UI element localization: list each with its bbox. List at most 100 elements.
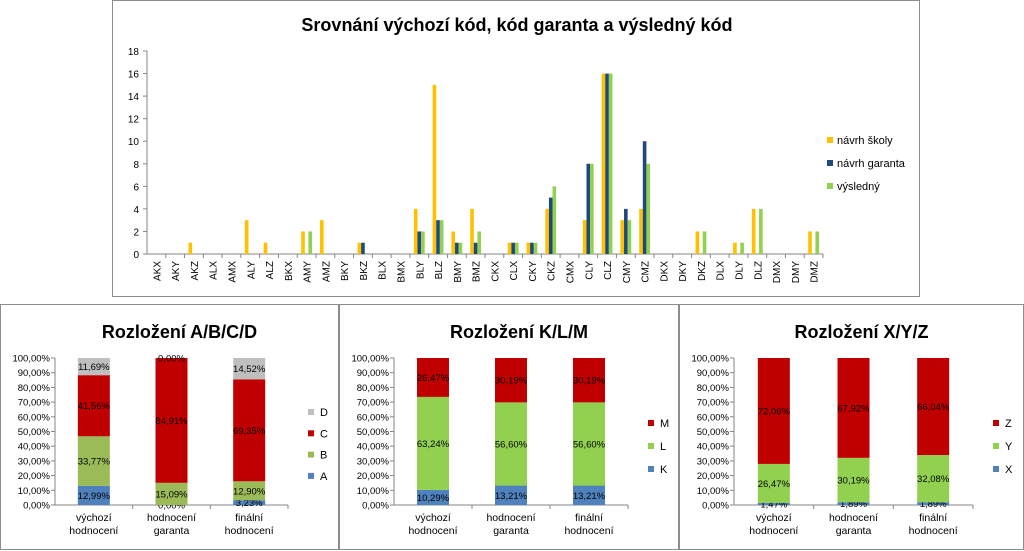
y-tick-label: 18 [128,47,140,58]
x-tick-label: CKY [528,261,539,282]
data-label: 56,60% [573,439,606,450]
bar-BLZ-1 [432,84,437,254]
data-label: 11,69% [78,362,110,373]
x-tick-label: hodnocení [225,525,274,537]
y-tick-label: 8 [133,160,139,171]
data-label: 13,21% [573,491,606,502]
y-tick-label: 12 [128,115,140,126]
bar-BLZ-2 [436,220,440,254]
data-label: 66,04% [917,402,950,413]
bar-segment-Z [917,357,950,456]
bar-segment-L [417,396,449,490]
y-tick-label: 100,00% [691,354,729,365]
bar-segment-X [917,502,950,505]
comparison-chart: Srovnání výchozí kód, kód garanta a výsl… [128,15,906,283]
legend-label: výsledný [837,181,880,193]
y-tick-label: 60,00% [357,412,390,423]
data-label: 33,77% [78,457,111,468]
legend-swatch [308,430,314,437]
x-tick-label: hodnocení [486,512,535,524]
bar-segment-B [233,481,266,501]
x-tick-label: hodnocení [749,525,798,537]
x-tick-label: výchozí [415,512,451,524]
bar-BLY-1 [413,208,418,254]
bar-AKZ-1 [188,242,193,254]
bar-segment-B [77,436,110,486]
data-label: 41,56% [78,401,111,412]
data-label: 13,21% [495,491,528,502]
y-tick-label: 20,00% [357,471,390,482]
bar-segment-D [233,358,266,380]
chart-comparison-panel: Srovnání výchozí kód, kód garanta a výsl… [112,0,920,297]
x-tick-label: BKY [340,261,351,281]
bar-AMY-1 [301,231,305,254]
x-tick-label: BMY [453,261,464,283]
bar-segment-D [77,357,110,376]
data-label: 63,24% [417,439,450,450]
x-tick-label: ALZ [265,261,276,279]
y-tick-label: 60,00% [697,412,730,423]
bar-segment-C [77,375,110,437]
legend-swatch [648,443,654,449]
data-label: 0,00% [158,501,185,512]
legend-label: M [660,418,669,430]
y-tick-label: 50,00% [357,427,390,438]
x-tick-label: DKZ [697,261,708,281]
bar-CLX-3 [514,242,519,254]
data-label: 10,29% [417,493,450,504]
y-tick-label: 70,00% [357,398,390,409]
legend-swatch [993,420,999,426]
x-tick-label: finální [235,512,263,524]
data-label: 67,92% [837,403,870,414]
x-tick-label: BKZ [359,261,370,280]
x-tick-label: ALX [209,261,220,280]
x-tick-label: AMZ [321,261,332,282]
bar-CLX-2 [511,242,515,254]
y-tick-label: 0,00% [702,501,729,512]
y-tick-label: 90,00% [357,368,390,379]
y-tick-label: 0,00% [23,501,50,512]
data-label: 3,23% [236,498,263,509]
legend-swatch [993,443,999,449]
bar-ALY-1 [244,220,249,254]
chart-title: Rozložení K/L/M [450,322,588,342]
bar-CMZ-3 [646,163,651,254]
legend-label: K [660,464,668,476]
x-tick-label: BLZ [434,261,445,279]
data-label: 72,06% [758,406,791,417]
klm-chart: Rozložení K/L/M 0,00% 10,00% 20,00% 30,00% 40… [351,322,669,537]
legend-swatch [827,137,833,143]
x-tick-label: hodnocení [909,525,958,537]
x-tick-label: DKY [678,261,689,282]
legend-swatch [308,409,314,415]
y-tick-label: 80,00% [697,383,730,394]
bar-CMY-1 [620,220,625,254]
bar-DLY-3 [740,242,744,254]
y-tick-label: 10,00% [18,486,51,497]
x-tick-label: garanta [836,525,872,537]
xyz-chart: Rozložení X/Y/Z 0,00% 10,00% 20,00% 30,00% 40… [691,322,1013,537]
y-tick-label: 0 [133,250,139,261]
bar-BMY-1 [451,231,456,254]
data-label: 12,90% [233,486,266,497]
x-tick-label: hodnocení [564,525,613,537]
x-tick-label: hodnocení [829,512,878,524]
bar-BMZ-2 [473,242,478,254]
bar-CKY-3 [533,242,538,254]
data-label: 30,19% [573,376,606,387]
y-tick-label: 60,00% [18,412,51,423]
x-tick-label: BMZ [472,261,483,282]
x-tick-label: DKX [659,261,670,282]
data-label: 26,47% [417,373,450,384]
data-label: 0,00% [158,354,185,365]
x-tick-label: DLX [716,261,727,281]
bar-CKZ-3 [552,186,557,254]
bar-segment-M [573,358,605,403]
bar-BMZ-3 [477,231,482,254]
data-label: 26,47% [758,479,791,490]
legend-label: návrh školy [837,135,893,147]
legend-label: A [320,471,328,483]
bar-segment-X [757,502,790,505]
bar-segment-L [495,402,527,486]
data-label: 1,47% [760,499,787,510]
